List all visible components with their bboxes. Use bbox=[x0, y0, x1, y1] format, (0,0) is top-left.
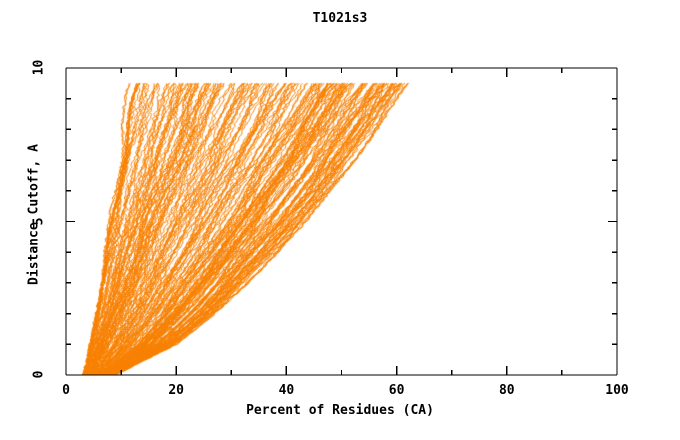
plot-area bbox=[66, 68, 617, 375]
x-tick-label-60: 60 bbox=[388, 383, 405, 398]
x-tick-label-40: 40 bbox=[278, 383, 295, 398]
x-tick-label-80: 80 bbox=[498, 383, 515, 398]
axis-ticks bbox=[65, 67, 618, 376]
y-tick-label-10: 10 bbox=[31, 59, 47, 76]
chart-title: T1021s3 bbox=[312, 11, 368, 26]
y-axis-label: Distance Cutoff, A bbox=[26, 144, 42, 285]
plot-frame bbox=[65, 67, 618, 376]
y-tick-label-0: 0 bbox=[31, 370, 47, 379]
data-curves-canvas bbox=[66, 68, 617, 375]
x-tick-label-0: 0 bbox=[62, 383, 70, 398]
x-tick-label-20: 20 bbox=[168, 383, 185, 398]
x-tick-label-100: 100 bbox=[605, 383, 629, 398]
x-axis-label: Percent of Residues (CA) bbox=[246, 403, 434, 418]
